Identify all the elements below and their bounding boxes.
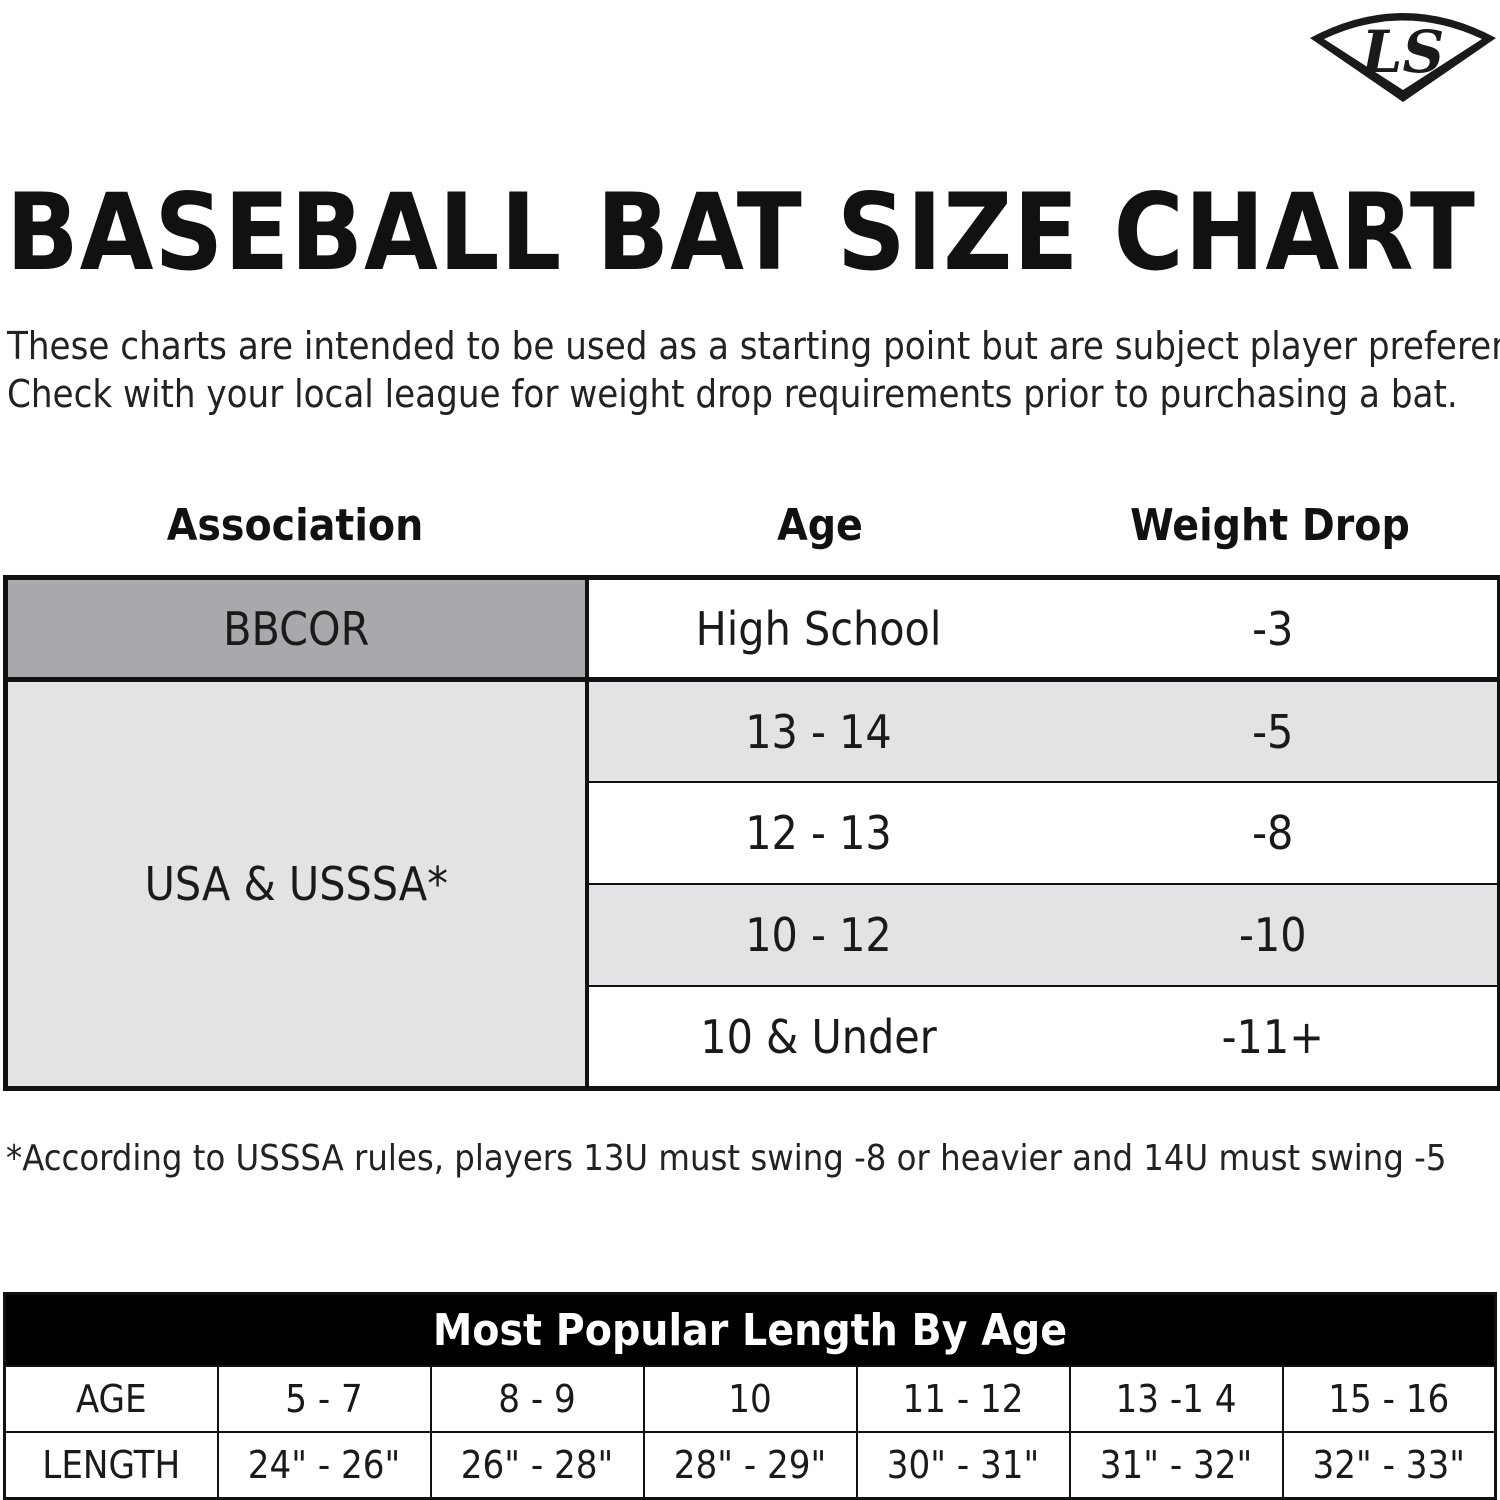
age-range-cell: 15 - 16 — [1281, 1365, 1497, 1433]
table-row: AGE 5 - 7 8 - 9 10 11 - 12 13 -1 4 15 - … — [3, 1365, 1497, 1433]
row-label-age: AGE — [3, 1365, 219, 1433]
row-label-length: LENGTH — [3, 1431, 219, 1500]
age-range-cell: 8 - 9 — [429, 1365, 645, 1433]
table-row: LENGTH 24" - 26" 26" - 28" 28" - 29" 30"… — [3, 1431, 1497, 1500]
length-table-title: Most Popular Length By Age — [4, 1293, 1496, 1366]
age-cell: 10 & Under — [586, 986, 1049, 1089]
age-cell: 10 - 12 — [586, 884, 1049, 988]
column-header-weight-drop: Weight Drop — [1130, 500, 1410, 551]
length-cell: 31" - 32" — [1068, 1431, 1284, 1500]
length-cell: 30" - 31" — [855, 1431, 1071, 1500]
length-cell: 26" - 28" — [429, 1431, 645, 1500]
intro-text: These charts are intended to be used as … — [7, 322, 1500, 418]
table-row: 12 - 13 -8 — [6, 781, 1500, 886]
page-title: BASEBALL BAT SIZE CHART — [6, 171, 1476, 294]
age-cell: 13 - 14 — [586, 679, 1049, 783]
footnote: *According to USSSA rules, players 13U m… — [6, 1138, 1447, 1179]
age-cell: High School — [586, 577, 1049, 683]
weight-drop-cell: -10 — [1048, 884, 1500, 988]
intro-line-2: Check with your local league for weight … — [7, 372, 1458, 416]
age-range-cell: 11 - 12 — [855, 1365, 1071, 1433]
svg-text:LS: LS — [1360, 18, 1445, 86]
column-header-association: Association — [166, 500, 424, 551]
age-cell: 12 - 13 — [586, 781, 1049, 886]
length-cell: 28" - 29" — [642, 1431, 858, 1500]
weight-drop-table: BBCOR High School -3 USA & USSSA* 13 - 1… — [3, 575, 1500, 1091]
table-row: 10 - 12 -10 — [6, 884, 1500, 988]
weight-drop-cell: -5 — [1048, 679, 1500, 783]
intro-line-1: These charts are intended to be used as … — [7, 324, 1500, 368]
weight-drop-cell: -8 — [1048, 781, 1500, 886]
column-header-age: Age — [777, 500, 863, 551]
association-cell-usa-usssa: USA & USSSA* — [5, 679, 589, 1089]
length-by-age-table: Most Popular Length By Age AGE 5 - 7 8 -… — [3, 1292, 1497, 1500]
louisville-slugger-logo-icon: LS — [1310, 13, 1496, 102]
table-row: 10 & Under -11+ — [6, 986, 1500, 1089]
age-range-cell: 5 - 7 — [216, 1365, 432, 1433]
age-range-cell: 10 — [642, 1365, 858, 1433]
age-range-cell: 13 -1 4 — [1068, 1365, 1284, 1433]
table-row: USA & USSSA* 13 - 14 -5 — [5, 679, 1500, 1089]
weight-drop-cell: -3 — [1048, 577, 1500, 683]
table-row: BBCOR High School -3 — [5, 577, 1500, 683]
length-cell: 32" - 33" — [1281, 1431, 1497, 1500]
weight-drop-cell: -11+ — [1048, 986, 1500, 1089]
length-cell: 24" - 26" — [216, 1431, 432, 1500]
association-cell-bbcor: BBCOR — [5, 577, 589, 683]
